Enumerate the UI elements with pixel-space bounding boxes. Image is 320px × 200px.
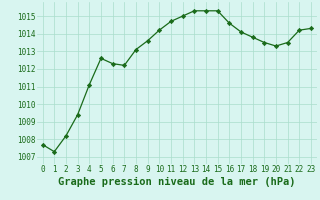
X-axis label: Graphe pression niveau de la mer (hPa): Graphe pression niveau de la mer (hPa) <box>58 177 296 187</box>
